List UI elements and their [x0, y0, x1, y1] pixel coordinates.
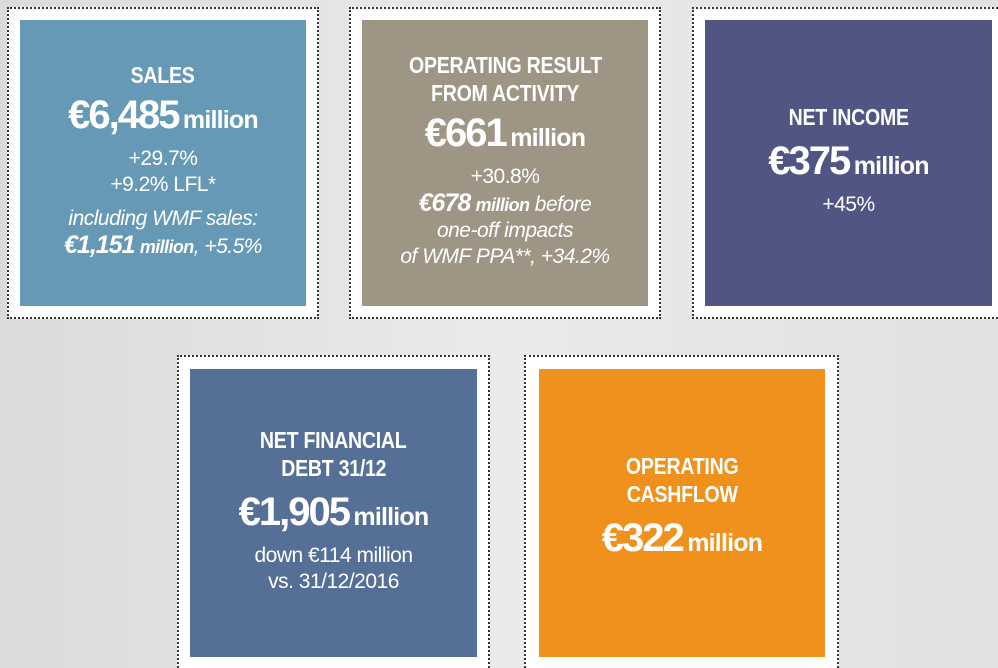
detail-rest: , +5.5%	[193, 234, 263, 258]
detail-rest: before	[529, 192, 592, 216]
amount: €661 million	[424, 110, 586, 164]
note: down €114 million	[254, 543, 413, 567]
amount-unit: million	[510, 123, 586, 152]
amount: €1,905 million	[238, 489, 430, 543]
amount: €322 million	[601, 515, 763, 569]
amount-unit: million	[687, 528, 763, 557]
tile-title: NET FINANCIAL	[260, 426, 407, 453]
net-income-tile: NET INCOME €375 million +45%	[705, 20, 992, 306]
tile-title: DEBT 31/12	[280, 454, 387, 481]
note: +30.8%	[470, 164, 540, 188]
amount: €375 million	[768, 138, 930, 192]
tile-title: NET INCOME	[788, 103, 909, 130]
note: €678 million before	[419, 190, 592, 218]
note: +45%	[822, 192, 875, 216]
stamp: SALES €6,485 million +29.7% +9.2% LFL* i…	[7, 7, 319, 319]
tile-title: SALES	[131, 61, 195, 88]
note: vs. 31/12/2016	[268, 569, 399, 593]
note: +29.7%	[128, 146, 198, 170]
cashflow-tile: OPERATING CASHFLOW €322 million	[539, 369, 825, 657]
tile-title: CASHFLOW	[626, 480, 738, 507]
amount-value: €322	[601, 515, 685, 560]
amount-unit: million	[853, 151, 930, 180]
detail-amount: €678	[418, 188, 472, 217]
detail-unit: million	[139, 236, 194, 257]
sales-tile: SALES €6,485 million +29.7% +9.2% LFL* i…	[20, 20, 306, 306]
note: €1,151 million, +5.5%	[64, 232, 262, 260]
amount-unit: million	[353, 502, 429, 531]
note: of WMF PPA**, +34.2%	[400, 244, 610, 268]
note: one-off impacts	[436, 218, 574, 242]
detail-unit: million	[475, 194, 530, 215]
tile-title: FROM ACTIVITY	[430, 79, 580, 106]
amount: €6,485 million	[68, 92, 259, 146]
operating-result-tile: OPERATING RESULT FROM ACTIVITY €661 mill…	[362, 20, 648, 306]
amount-value: €661	[424, 110, 508, 155]
amount-value: €375	[768, 138, 851, 183]
net-debt-tile: NET FINANCIAL DEBT 31/12 €1,905 million …	[190, 369, 477, 657]
stamp: OPERATING RESULT FROM ACTIVITY €661 mill…	[349, 7, 661, 319]
amount-value: €1,905	[238, 489, 351, 534]
note: +9.2% LFL*	[110, 172, 216, 196]
note: including WMF sales:	[68, 206, 258, 230]
detail-amount: €1,151	[64, 230, 135, 259]
stamp: NET FINANCIAL DEBT 31/12 €1,905 million …	[177, 355, 490, 668]
amount-value: €6,485	[68, 92, 180, 137]
stamp: OPERATING CASHFLOW €322 million	[524, 355, 839, 668]
amount-unit: million	[182, 105, 259, 134]
tile-title: OPERATING RESULT	[408, 51, 602, 78]
stamp: NET INCOME €375 million +45%	[692, 7, 998, 319]
tile-title: OPERATING	[625, 452, 739, 479]
